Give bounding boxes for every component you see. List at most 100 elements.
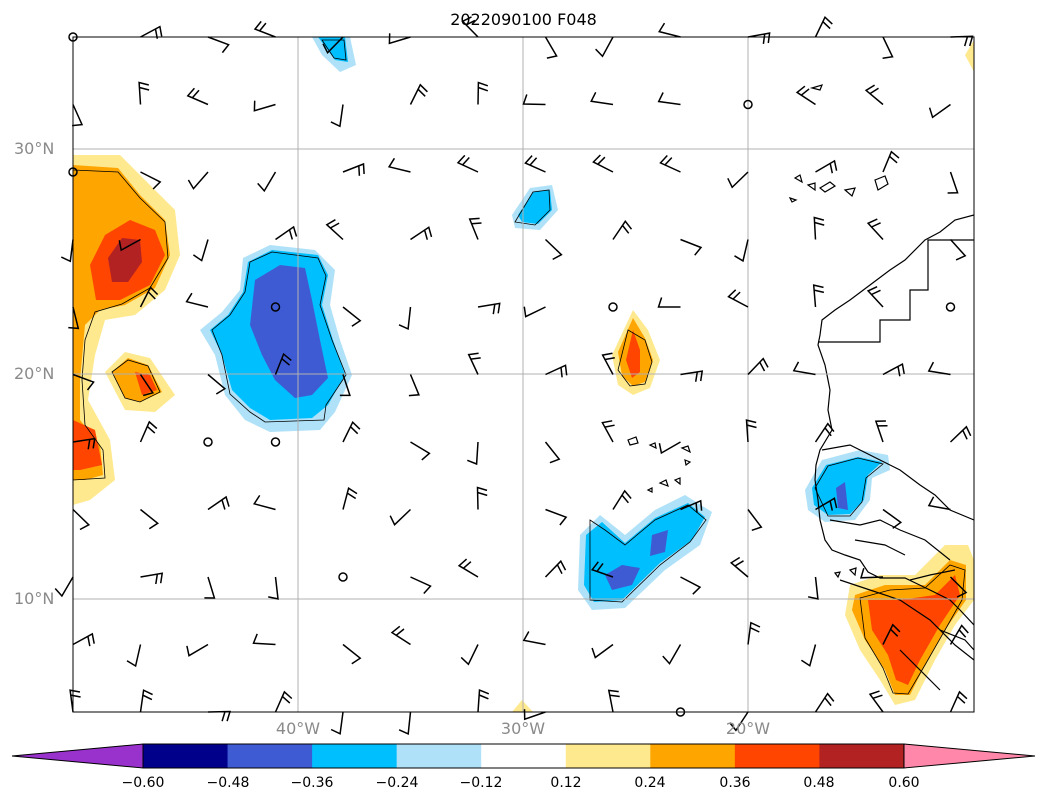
wind-barb xyxy=(864,84,884,106)
wind-barb xyxy=(275,225,298,241)
wind-barb xyxy=(747,357,769,376)
wind-barb xyxy=(467,352,481,375)
positive-anomaly-region xyxy=(108,238,142,282)
positive-anomaly-region xyxy=(73,420,102,470)
calm-wind-marker xyxy=(270,302,281,312)
wind-barb xyxy=(590,561,614,578)
wind-barb xyxy=(729,711,749,732)
wind-barb xyxy=(207,710,232,722)
wind-barb xyxy=(477,81,489,105)
colorbar-segment xyxy=(481,744,567,768)
wind-barb xyxy=(408,374,420,397)
wind-barb xyxy=(207,36,230,54)
wind-barb xyxy=(72,632,95,647)
wind-barb xyxy=(72,104,84,127)
wind-barb xyxy=(72,508,91,531)
wind-barb xyxy=(949,690,968,713)
calm-wind-marker xyxy=(608,302,618,312)
wind-barb xyxy=(457,558,479,578)
wind-barb xyxy=(339,374,351,397)
wind-barb xyxy=(882,362,905,377)
wind-barb xyxy=(330,711,344,735)
wind-barb xyxy=(544,36,558,59)
contour-lines xyxy=(73,39,966,695)
calm-wind-marker xyxy=(338,572,348,582)
colorbar-segment xyxy=(396,744,482,768)
wind-barb xyxy=(461,16,479,38)
wind-barb xyxy=(387,157,411,173)
wind-barb xyxy=(949,624,969,645)
wind-barb xyxy=(601,352,615,375)
wind-barb xyxy=(607,689,620,713)
wind-barb xyxy=(253,100,276,112)
lon-label-40w: 40°W xyxy=(275,719,321,738)
wind-barb xyxy=(545,508,568,526)
wind-barb xyxy=(680,576,702,595)
wind-barb xyxy=(126,644,142,668)
wind-barb xyxy=(460,644,479,666)
wind-barb xyxy=(680,370,704,382)
wind-barb xyxy=(947,171,959,194)
wind-barb xyxy=(477,302,501,315)
colorbar-tick: −0.12 xyxy=(459,775,503,791)
wind-barb xyxy=(60,239,74,263)
wind-barb xyxy=(54,576,74,598)
wind-barb xyxy=(522,631,546,646)
wind-barb xyxy=(592,154,614,173)
wind-barb xyxy=(468,217,482,240)
wind-barb xyxy=(523,306,546,318)
wind-barb xyxy=(253,20,276,38)
negative-anomaly-region xyxy=(250,265,328,398)
gridlines xyxy=(73,37,974,712)
wind-barb xyxy=(477,689,490,713)
wind-barb xyxy=(658,441,681,455)
wind-barb xyxy=(544,441,561,464)
negative-anomaly-region xyxy=(650,530,668,556)
wind-barb xyxy=(118,238,141,252)
wind-barb xyxy=(747,509,763,532)
positive-anomaly-region xyxy=(626,330,640,378)
wind-barb xyxy=(545,364,568,378)
wind-barb xyxy=(792,361,816,376)
colorbar-tick: 0.12 xyxy=(550,775,582,791)
wind-barb xyxy=(591,643,614,659)
colorbar-extend-low xyxy=(11,743,144,769)
wind-barb xyxy=(814,692,835,713)
wind-barb xyxy=(734,239,749,263)
wind-barb xyxy=(544,559,567,578)
wind-barb xyxy=(342,487,358,510)
wind-barb xyxy=(882,150,900,173)
wind-barb xyxy=(410,576,432,595)
colorbar-tick: 0.48 xyxy=(803,775,835,791)
wind-barb xyxy=(949,238,967,261)
wind-barb xyxy=(612,489,632,510)
wind-barb xyxy=(866,218,884,241)
wind-barb xyxy=(866,286,884,308)
wind-barb xyxy=(657,297,681,308)
wind-barb xyxy=(815,159,838,174)
wind-barb xyxy=(139,689,153,713)
wind-barb xyxy=(882,623,901,645)
wind-barb xyxy=(727,289,749,308)
negative-anomaly-region xyxy=(318,37,348,62)
colorbar-segment xyxy=(565,744,651,768)
calm-wind-marker xyxy=(270,437,281,447)
wind-barb xyxy=(727,171,749,189)
calm-wind-marker xyxy=(203,437,213,447)
lon-label-30w: 30°W xyxy=(500,719,546,738)
wind-barb xyxy=(729,556,749,578)
wind-barb xyxy=(69,689,81,713)
wind-barb xyxy=(807,576,819,600)
wind-barb xyxy=(927,361,951,376)
wind-barb xyxy=(322,36,344,54)
wind-barb xyxy=(747,32,771,44)
wind-barb xyxy=(268,576,279,600)
wind-barb xyxy=(186,87,209,106)
wind-barb xyxy=(882,508,903,529)
wind-barb xyxy=(72,373,95,391)
wind-barb xyxy=(409,83,428,105)
wind-barb xyxy=(330,104,344,128)
wind-barb xyxy=(950,35,974,47)
wind-barb xyxy=(187,171,209,190)
positive-anomaly-region xyxy=(868,575,960,685)
